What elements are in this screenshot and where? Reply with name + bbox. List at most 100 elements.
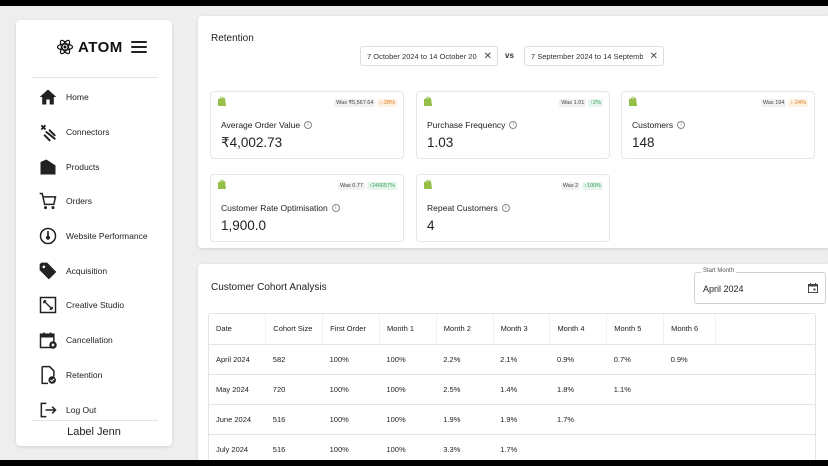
column-header[interactable]: Month 2 (436, 314, 494, 345)
info-icon[interactable]: i (509, 121, 518, 129)
change-badge: ↑100% (582, 182, 603, 190)
table-cell (606, 404, 664, 435)
table-cell: June 2024 (209, 404, 266, 435)
page-title: Retention (211, 33, 254, 44)
table-cell (715, 344, 815, 375)
metric-value: ₹4,002.73 (221, 135, 283, 150)
sidebar-item-creative-studio[interactable]: Creative Studio (16, 288, 172, 323)
document-check-icon (38, 365, 58, 385)
sidebar-item-retention[interactable]: Retention (16, 358, 172, 393)
atom-logo-icon (56, 39, 74, 55)
comparison: Was 0.77 ↑246657% (337, 182, 397, 190)
logo[interactable]: ATOM (56, 38, 123, 56)
info-icon[interactable]: i (331, 204, 340, 212)
table-cell: 100% (379, 344, 437, 375)
table-cell: 1.8% (549, 374, 607, 405)
table-cell: 720 (265, 374, 323, 405)
table-cell: 516 (265, 404, 323, 435)
info-icon[interactable]: i (501, 204, 510, 212)
column-header[interactable]: First Order (322, 314, 380, 345)
vs-label: vs (505, 51, 514, 60)
previous-value: Was ₹5,567.64 (334, 99, 376, 107)
column-header[interactable]: Month 4 (549, 314, 608, 345)
app-name: ATOM (78, 38, 123, 56)
metric-card-average-order-value[interactable]: Was ₹5,567.64 ↓-28% Average Order Value … (210, 91, 404, 159)
table-cell: 100% (379, 374, 437, 405)
sidebar-item-label: Creative Studio (66, 300, 125, 311)
previous-value: Was 1.01 (559, 99, 587, 107)
column-header[interactable]: Month 5 (606, 314, 665, 345)
sidebar-item-cancellation[interactable]: Cancellation (16, 323, 172, 358)
start-month-label: Start Month (701, 268, 737, 274)
metric-label: Customers i (632, 120, 686, 130)
table-header-row: Date Cohort Size First Order Month 1 Mon… (209, 314, 815, 345)
sidebar-item-website-performance[interactable]: Website Performance (16, 219, 172, 254)
column-header[interactable]: Month 1 (379, 314, 437, 345)
metric-card-purchase-frequency[interactable]: Was 1.01 ↑2% Purchase Frequency i 1.03 (416, 91, 610, 159)
info-icon[interactable]: i (304, 121, 313, 129)
comparison: Was 1.01 ↑2% (559, 99, 603, 107)
table-cell: 0.7% (606, 344, 664, 375)
sidebar-item-orders[interactable]: Orders (16, 184, 172, 219)
metric-card-repeat-customers[interactable]: Was 2 ↑100% Repeat Customers i 4 (416, 174, 610, 242)
table-cell: 1.9% (436, 404, 494, 435)
shopify-icon (629, 96, 637, 106)
sidebar-nav: Home Connectors Products Orders (16, 80, 172, 427)
table-cell: 100% (322, 434, 380, 460)
sidebar-item-acquisition[interactable]: Acquisition (16, 253, 172, 288)
close-icon[interactable]: ✕ (649, 51, 658, 62)
sidebar-item-connectors[interactable]: Connectors (16, 115, 172, 150)
table-cell: 3.3% (436, 434, 494, 460)
sidebar-item-logout[interactable]: Log Out (16, 392, 172, 427)
sidebar-item-label: Website Performance (66, 231, 148, 242)
sidebar-item-label: Orders (66, 196, 92, 207)
column-header[interactable]: Month 6 (663, 314, 716, 345)
sidebar-item-label: Connectors (66, 127, 110, 138)
metric-card-customers[interactable]: Was 194 ↓-24% Customers i 148 (621, 91, 815, 159)
shopify-icon (424, 179, 432, 189)
menu-toggle-icon[interactable] (131, 41, 147, 53)
table-cell: 1.7% (549, 404, 607, 435)
cart-icon (38, 191, 58, 211)
close-icon[interactable]: ✕ (483, 51, 492, 62)
calendar-cancel-icon (38, 330, 58, 350)
start-month-select[interactable]: Start Month April 2024 (694, 268, 826, 304)
info-icon[interactable]: i (677, 121, 686, 129)
sidebar-item-products[interactable]: Products (16, 149, 172, 184)
metric-value: 4 (427, 218, 435, 233)
table-row: May 2024 720 100% 100% 2.5% 1.4% 1.8% 1.… (209, 374, 815, 405)
change-badge: ↑246657% (367, 182, 397, 190)
metric-value: 1.03 (427, 135, 454, 150)
calendar-icon[interactable] (807, 282, 819, 294)
sidebar-item-label: Log Out (66, 404, 97, 415)
table-cell: 100% (322, 344, 380, 375)
change-badge: ↓-28% (377, 99, 397, 107)
table-cell: 100% (322, 374, 380, 405)
current-date-range-chip[interactable]: 7 October 2024 to 14 October 2024 ✕ (360, 46, 498, 66)
sidebar-item-label: Retention (66, 369, 103, 380)
table-cell: 2.1% (493, 344, 550, 375)
table-cell: April 2024 (209, 344, 266, 375)
logo-row: ATOM (16, 20, 172, 78)
cohort-table-container: Date Cohort Size First Order Month 1 Mon… (208, 313, 816, 460)
comparison: Was 194 ↓-24% (760, 99, 808, 107)
previous-value: Was 0.77 (337, 182, 365, 190)
column-header[interactable]: Month 3 (493, 314, 551, 345)
sidebar-item-label: Cancellation (66, 335, 113, 346)
metric-label-text: Customer Rate Optimisation (221, 203, 328, 213)
retention-panel: Retention 7 October 2024 to 14 October 2… (198, 16, 828, 248)
table-row: June 2024 516 100% 100% 1.9% 1.9% 1.7% (209, 404, 815, 435)
column-header[interactable]: Date (209, 314, 267, 345)
column-header-spacer (715, 314, 815, 345)
home-icon (38, 87, 58, 107)
metric-label-text: Purchase Frequency (427, 120, 506, 130)
user-name[interactable]: Label Jenn (67, 426, 121, 438)
table-cell (663, 434, 716, 460)
speedometer-icon (38, 226, 58, 246)
column-header[interactable]: Cohort Size (265, 314, 324, 345)
previous-date-range-chip[interactable]: 7 September 2024 to 14 September 2024 ✕ (524, 46, 664, 66)
shopify-icon (424, 96, 432, 106)
metric-card-customer-rate-optimisation[interactable]: Was 0.77 ↑246657% Customer Rate Optimisa… (210, 174, 404, 242)
metric-value: 148 (632, 135, 655, 150)
sidebar-item-home[interactable]: Home (16, 80, 172, 115)
